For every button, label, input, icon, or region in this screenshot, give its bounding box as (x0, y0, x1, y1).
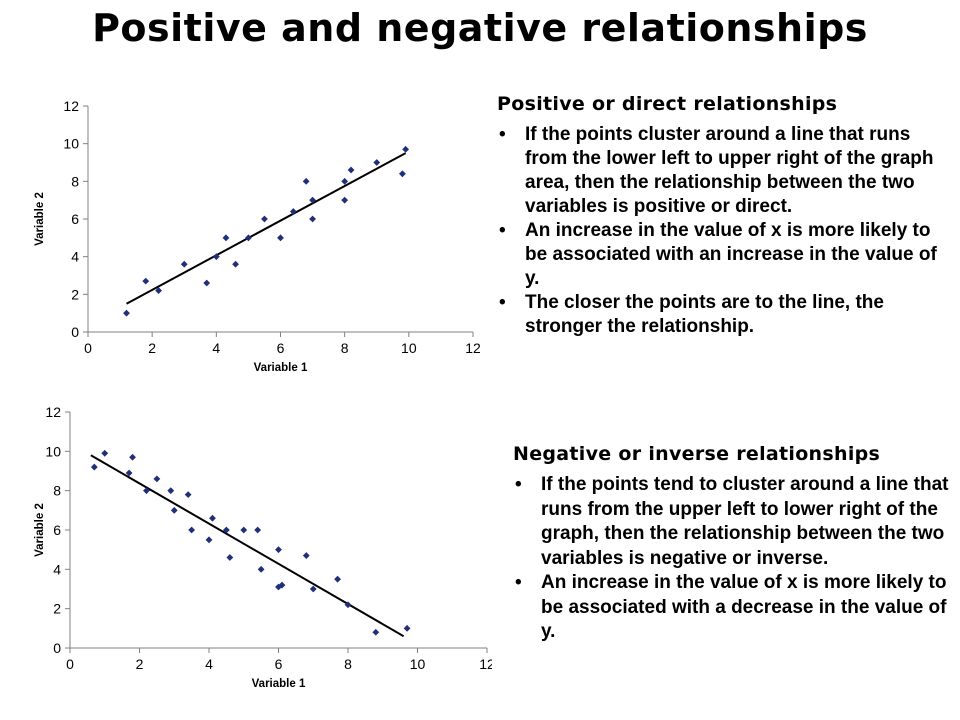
negative-data-point (372, 628, 380, 636)
negative-data-point (167, 487, 175, 495)
positive-data-point (212, 253, 220, 261)
negative-data-point (344, 601, 352, 609)
negative-data-point (403, 624, 411, 632)
negative-data-point (275, 546, 282, 554)
positive-data-point (309, 196, 316, 204)
positive-heading: Positive or direct relationships (497, 93, 838, 115)
positive-data-point (373, 159, 381, 166)
negative-bullet-2: An increase in the value of x is more li… (513, 571, 953, 645)
negative-data-point (170, 506, 178, 514)
positive-bullet-1: If the points cluster around a line that… (497, 123, 952, 219)
positive-x-tick-label: 0 (84, 340, 92, 356)
negative-y-axis-label: Variable 2 (34, 503, 46, 557)
positive-data-point (402, 145, 410, 153)
negative-y-tick-label: 10 (45, 443, 61, 459)
positive-x-tick-label: 12 (465, 340, 480, 356)
positive-data-point (341, 177, 349, 185)
positive-data-point (123, 309, 130, 317)
negative-y-tick-label: 0 (53, 640, 61, 656)
positive-x-tick-label: 4 (212, 340, 220, 356)
negative-data-point (222, 526, 230, 534)
positive-data-point (203, 279, 211, 287)
page-title: Positive and negative relationships (92, 6, 868, 50)
positive-data-point (347, 166, 355, 174)
negative-data-point (254, 526, 262, 534)
positive-y-tick-label: 8 (71, 173, 79, 189)
positive-scatter-chart: 0 2 4 6 8 10 12 0 2 4 6 8 10 12 Variable 1 Variable 2 (34, 98, 480, 374)
positive-y-tick-label: 6 (71, 211, 79, 227)
negative-y-tick-label: 8 (53, 483, 61, 499)
positive-data-point (289, 208, 297, 215)
negative-x-tick-label: 4 (205, 656, 213, 672)
negative-y-tick-label: 6 (53, 522, 61, 538)
negative-data-point (240, 526, 248, 534)
positive-data-point (245, 234, 252, 242)
negative-relationships-panel: Negative or inverse relationships If the… (513, 443, 953, 645)
negative-data-point (101, 449, 109, 457)
negative-data-point (188, 526, 196, 534)
positive-x-axis-label: Variable 1 (254, 362, 308, 374)
negative-data-point (302, 552, 310, 559)
positive-data-point (341, 196, 349, 204)
positive-y-tick-label: 0 (71, 324, 79, 340)
negative-data-point (129, 453, 136, 461)
positive-data-point (180, 260, 188, 268)
positive-x-tick-label: 10 (401, 340, 417, 356)
negative-y-tick-label: 2 (53, 601, 61, 617)
negative-x-tick-label: 10 (410, 656, 426, 672)
negative-data-point (309, 585, 317, 593)
negative-data-point (226, 554, 234, 561)
negative-x-tick-label: 6 (275, 656, 283, 672)
negative-x-tick-label: 12 (479, 656, 492, 672)
positive-bullet-3: The closer the points are to the line, t… (497, 291, 952, 339)
negative-scatter-chart: 0 2 4 6 8 10 12 0 2 4 6 8 10 12 Variable 1 Variable 2 (34, 404, 492, 690)
positive-bullet-2: An increase in the value of x is more li… (497, 219, 952, 291)
positive-data-point (232, 260, 239, 268)
negative-data-point (143, 487, 150, 495)
negative-y-tick-label: 12 (45, 404, 61, 420)
negative-data-point (90, 463, 98, 471)
positive-relationships-panel: Positive or direct relationships If the … (497, 93, 952, 339)
positive-y-axis-label: Variable 2 (34, 192, 46, 246)
positive-y-tick-label: 10 (63, 136, 79, 152)
negative-bullet-1: If the points tend to cluster around a l… (513, 473, 953, 571)
positive-data-point (302, 177, 310, 185)
negative-x-tick-label: 2 (136, 656, 144, 672)
positive-data-point (155, 287, 162, 294)
positive-data-point (399, 170, 406, 178)
negative-x-tick-label: 0 (66, 656, 74, 672)
negative-data-point (184, 491, 192, 498)
positive-data-point (142, 277, 150, 285)
negative-x-tick-label: 8 (344, 656, 352, 672)
positive-bullet-list: If the points cluster around a line that… (497, 123, 952, 339)
positive-data-point (277, 234, 284, 242)
negative-data-point (209, 514, 216, 522)
positive-x-tick-label: 8 (341, 340, 349, 356)
negative-y-tick-label: 4 (53, 561, 61, 577)
positive-data-point (261, 215, 268, 223)
negative-data-point (257, 565, 265, 573)
negative-data-point (205, 536, 213, 544)
negative-data-point (278, 581, 286, 589)
positive-data-point (309, 215, 316, 223)
positive-trendline (126, 152, 407, 305)
negative-data-point (153, 475, 161, 483)
negative-x-axis-label: Variable 1 (252, 678, 306, 690)
positive-y-tick-label: 12 (63, 98, 79, 114)
positive-x-tick-label: 2 (148, 340, 156, 356)
negative-trendline (90, 454, 405, 638)
negative-data-point (334, 575, 341, 583)
positive-y-tick-label: 2 (71, 286, 79, 302)
negative-data-point (125, 469, 133, 477)
negative-heading: Negative or inverse relationships (513, 443, 881, 465)
positive-x-tick-label: 6 (277, 340, 285, 356)
positive-data-point (222, 234, 230, 242)
positive-y-tick-label: 4 (71, 249, 79, 265)
negative-bullet-list: If the points tend to cluster around a l… (513, 473, 953, 645)
